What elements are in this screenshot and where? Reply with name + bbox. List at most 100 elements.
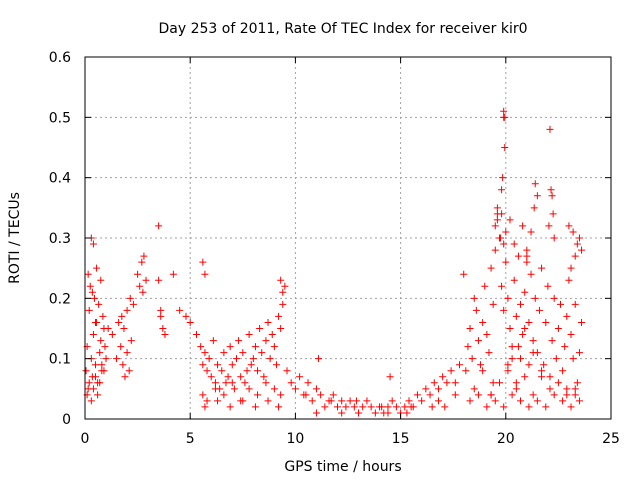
data-point xyxy=(525,361,533,369)
data-point xyxy=(279,288,287,296)
data-point xyxy=(544,282,552,290)
data-point xyxy=(491,397,499,405)
data-point xyxy=(479,367,487,375)
data-point xyxy=(85,379,93,387)
data-point xyxy=(533,192,541,200)
data-point xyxy=(525,403,533,411)
data-point xyxy=(123,349,131,357)
data-point xyxy=(230,385,238,393)
data-point xyxy=(95,300,103,308)
data-point xyxy=(527,270,535,278)
data-point xyxy=(207,373,215,381)
data-point xyxy=(550,391,558,399)
data-point xyxy=(87,397,95,405)
data-point xyxy=(563,391,571,399)
data-point xyxy=(487,264,495,272)
data-point xyxy=(559,367,567,375)
data-point xyxy=(521,325,529,332)
data-point xyxy=(510,276,518,284)
data-point xyxy=(262,337,270,345)
data-point xyxy=(504,361,512,369)
data-point xyxy=(571,252,579,260)
data-point xyxy=(283,367,291,375)
x-tick-label: 5 xyxy=(186,431,195,447)
data-point xyxy=(304,379,312,387)
data-point xyxy=(384,409,392,417)
x-tick-label: 15 xyxy=(392,431,410,447)
data-point xyxy=(315,355,323,363)
data-point xyxy=(129,300,137,308)
data-point xyxy=(140,252,148,260)
data-point xyxy=(546,385,554,393)
data-point xyxy=(405,397,413,405)
data-point xyxy=(203,397,211,405)
data-point xyxy=(519,222,527,230)
data-point xyxy=(371,409,379,417)
data-point xyxy=(182,312,190,320)
data-point xyxy=(256,325,264,332)
axis-ticks xyxy=(84,56,612,420)
data-point xyxy=(517,355,525,363)
data-point xyxy=(302,391,310,399)
data-point xyxy=(554,325,562,332)
data-point xyxy=(523,258,531,266)
data-point xyxy=(483,331,491,339)
data-point xyxy=(495,379,503,387)
data-point xyxy=(514,343,522,351)
data-point xyxy=(249,355,257,363)
data-point xyxy=(517,397,525,405)
data-point xyxy=(401,403,409,411)
data-point xyxy=(108,331,116,339)
data-point xyxy=(573,379,581,387)
data-point xyxy=(159,325,167,332)
data-point xyxy=(567,403,575,411)
data-point xyxy=(138,258,146,266)
data-point xyxy=(531,294,539,302)
data-point xyxy=(548,192,556,200)
data-point xyxy=(125,367,133,375)
data-point xyxy=(575,349,583,357)
data-point xyxy=(477,361,485,369)
data-point xyxy=(535,306,543,314)
data-point xyxy=(264,318,272,326)
data-point xyxy=(157,306,165,314)
data-point xyxy=(575,397,583,405)
data-point xyxy=(222,379,230,387)
data-point xyxy=(567,331,575,339)
data-point xyxy=(540,361,548,369)
data-point xyxy=(441,403,449,411)
data-point xyxy=(546,125,554,133)
data-point xyxy=(530,204,538,212)
data-point xyxy=(226,403,234,411)
data-point xyxy=(501,144,509,151)
data-point xyxy=(508,391,516,399)
data-point xyxy=(388,397,396,405)
data-point xyxy=(359,403,367,411)
data-point xyxy=(502,228,510,236)
data-point xyxy=(557,300,565,308)
data-point xyxy=(508,355,516,363)
data-point xyxy=(519,331,527,339)
data-point xyxy=(542,318,550,326)
data-point xyxy=(468,355,476,363)
data-point xyxy=(413,391,421,399)
data-point xyxy=(281,282,289,290)
data-point xyxy=(498,186,506,194)
data-point xyxy=(510,240,518,248)
data-point xyxy=(499,174,507,182)
data-point xyxy=(439,373,447,381)
data-point xyxy=(527,228,535,236)
data-point xyxy=(512,385,520,393)
data-point xyxy=(561,343,569,351)
data-point xyxy=(123,306,131,314)
data-point xyxy=(113,355,121,363)
data-point xyxy=(214,397,222,405)
data-point xyxy=(479,318,487,326)
data-point xyxy=(291,385,299,393)
data-point xyxy=(538,367,546,375)
data-point xyxy=(89,331,97,339)
data-point xyxy=(101,343,109,351)
data-point xyxy=(548,337,556,345)
data-point xyxy=(193,331,201,339)
